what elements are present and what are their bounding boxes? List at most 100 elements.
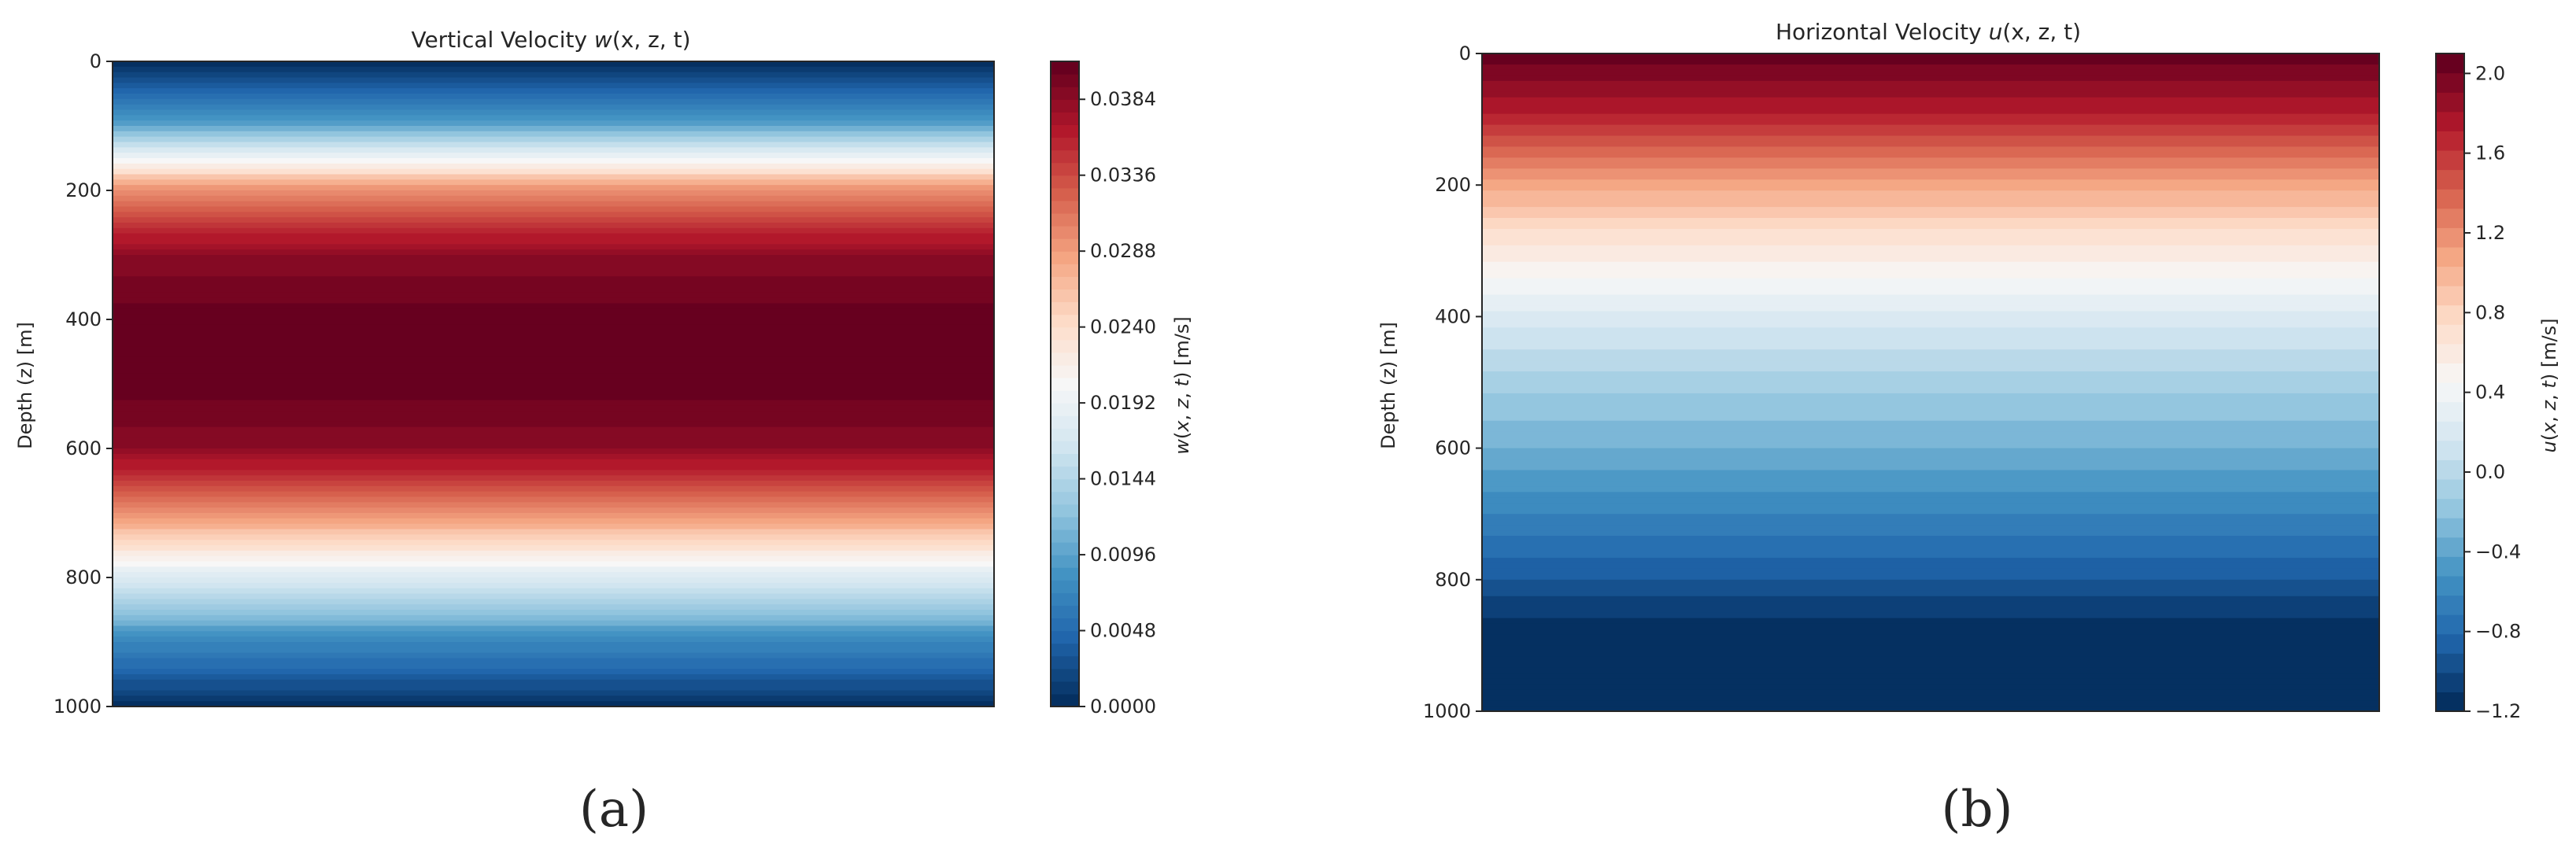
heatmap-band bbox=[113, 136, 994, 143]
colorbar-level bbox=[1051, 428, 1079, 441]
heatmap-band bbox=[113, 314, 994, 320]
panel-horizontal-velocity: Horizontal Velocity u(x, z, t) 0 200 400 60… bbox=[1377, 19, 2560, 839]
colorbar-level bbox=[1051, 567, 1079, 581]
heatmap-plot bbox=[112, 61, 995, 707]
heatmap-band bbox=[1482, 108, 2379, 115]
heatmap-band bbox=[113, 679, 994, 686]
heatmap-band bbox=[113, 158, 994, 164]
heatmap-band bbox=[1482, 278, 2379, 285]
heatmap-band bbox=[1482, 525, 2379, 531]
heatmap-band bbox=[1482, 656, 2379, 662]
colorbar-level bbox=[2436, 382, 2464, 403]
heatmap-band bbox=[1482, 119, 2379, 126]
y-axis-label: Depth (z) [m] bbox=[1377, 322, 1399, 449]
heatmap-band bbox=[1482, 415, 2379, 422]
colorbar-level bbox=[2436, 556, 2464, 577]
colorbar-label: u(x, z, t) [m/s] bbox=[2538, 318, 2560, 452]
heatmap-band bbox=[1482, 228, 2379, 235]
heatmap-band bbox=[1482, 404, 2379, 411]
y-tick-label: 400 bbox=[1435, 305, 1471, 327]
heatmap-band bbox=[113, 502, 994, 508]
heatmap-band bbox=[1482, 579, 2379, 586]
heatmap-band bbox=[1482, 640, 2379, 646]
heatmap-band bbox=[113, 572, 994, 578]
heatmap-band bbox=[113, 104, 994, 111]
heatmap-band bbox=[113, 421, 994, 428]
heatmap-band bbox=[113, 507, 994, 514]
colorbar-level bbox=[1051, 352, 1079, 366]
heatmap-band bbox=[1482, 135, 2379, 142]
colorbar-level bbox=[1051, 339, 1079, 353]
heatmap-band bbox=[113, 663, 994, 670]
heatmap-band bbox=[113, 448, 994, 455]
heatmap-band bbox=[113, 287, 994, 293]
heatmap-band bbox=[113, 384, 994, 390]
heatmap-band bbox=[113, 464, 994, 470]
heatmap-band bbox=[113, 690, 994, 696]
heatmap-band bbox=[113, 201, 994, 208]
heatmap-band bbox=[1482, 349, 2379, 356]
heatmap-band bbox=[113, 669, 994, 675]
heatmap-band bbox=[1482, 146, 2379, 153]
heatmap-band bbox=[1482, 541, 2379, 548]
colorbar-level bbox=[1051, 238, 1079, 252]
heatmap-band bbox=[1482, 673, 2379, 679]
heatmap-band bbox=[1482, 311, 2379, 317]
heatmap-band bbox=[1482, 514, 2379, 520]
colorbar-tick-label: 0.4 bbox=[2475, 382, 2505, 404]
heatmap-band bbox=[1482, 481, 2379, 487]
heatmap-band bbox=[1482, 459, 2379, 466]
heatmap-band bbox=[1482, 179, 2379, 186]
colorbar-level bbox=[1051, 630, 1079, 644]
heatmap-band bbox=[1482, 590, 2379, 597]
heatmap-band bbox=[113, 432, 994, 438]
colorbar-tick-label: −1.2 bbox=[2475, 700, 2521, 722]
colorbar-level bbox=[1051, 478, 1079, 493]
heatmap-band bbox=[1482, 497, 2379, 504]
y-tick-label: 0 bbox=[1459, 42, 1471, 65]
heatmap-band bbox=[113, 443, 994, 449]
colorbar-level bbox=[1051, 74, 1079, 87]
heatmap-band bbox=[1482, 470, 2379, 477]
heatmap-band bbox=[1482, 333, 2379, 339]
colorbar-level bbox=[1051, 175, 1079, 189]
heatmap-band bbox=[113, 496, 994, 503]
colorbar-level bbox=[1051, 605, 1079, 619]
colorbar-tick-label: 2.0 bbox=[2475, 62, 2505, 84]
heatmap-band bbox=[1482, 234, 2379, 241]
heatmap-band bbox=[1482, 322, 2379, 328]
heatmap-band bbox=[1482, 700, 2379, 707]
heatmap-band bbox=[1482, 568, 2379, 575]
colorbar-level bbox=[1051, 327, 1079, 341]
heatmap-band bbox=[1482, 377, 2379, 383]
heatmap-band bbox=[113, 470, 994, 476]
heatmap-band bbox=[113, 400, 994, 406]
colorbar-tick-label: 1.6 bbox=[2475, 142, 2505, 164]
heatmap-band bbox=[113, 701, 994, 707]
heatmap-band bbox=[1482, 163, 2379, 169]
colorbar-level bbox=[1051, 61, 1079, 75]
heatmap-band bbox=[113, 566, 994, 573]
colorbar: −1.2 −0.8 −0.4 0.0 0.4 0.8 1.2 1.6 2.0 bbox=[2435, 53, 2521, 722]
heatmap-band bbox=[1482, 634, 2379, 641]
colorbar-tick-label: 0.0192 bbox=[1090, 392, 1156, 414]
heatmap-band bbox=[113, 238, 994, 245]
heatmap-band bbox=[1482, 338, 2379, 345]
heatmap-band bbox=[1482, 409, 2379, 416]
colorbar-tick-label: 0.8 bbox=[2475, 301, 2505, 323]
colorbar-level bbox=[1051, 87, 1079, 100]
y-tick-label: 600 bbox=[1435, 437, 1471, 459]
heatmap-band bbox=[113, 674, 994, 681]
panel-label: (b) bbox=[1942, 780, 2013, 839]
heatmap-band bbox=[113, 335, 994, 341]
heatmap-band bbox=[1482, 261, 2379, 268]
colorbar-level bbox=[2436, 72, 2464, 93]
heatmap-band bbox=[113, 195, 994, 202]
heatmap-band bbox=[113, 518, 994, 525]
heatmap-band bbox=[1482, 486, 2379, 493]
heatmap-band bbox=[113, 405, 994, 411]
heatmap-band bbox=[1482, 420, 2379, 427]
colorbar-level bbox=[2436, 227, 2464, 248]
colorbar-level bbox=[1051, 112, 1079, 125]
